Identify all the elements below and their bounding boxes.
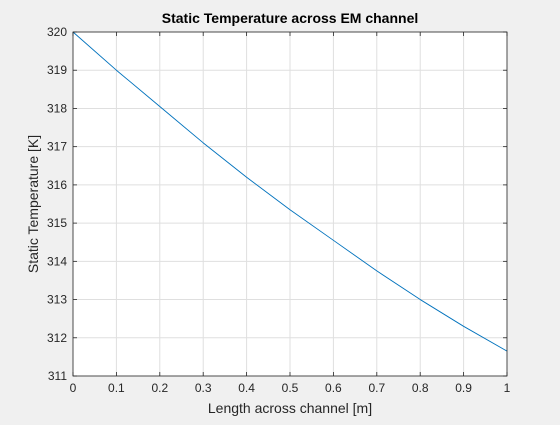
y-tick-label: 320 bbox=[47, 25, 67, 39]
x-tick-label: 0 bbox=[70, 381, 77, 395]
chart-title: Static Temperature across EM channel bbox=[162, 10, 419, 26]
series-line bbox=[72, 31, 508, 352]
x-tick-label: 0.3 bbox=[195, 381, 212, 395]
x-tick-label: 0.1 bbox=[108, 381, 125, 395]
y-tick-label: 311 bbox=[48, 369, 67, 383]
y-tick-label: 312 bbox=[47, 331, 67, 345]
y-axis-ticks: 311 312 313 314 315 316 317 318 319 320 bbox=[47, 25, 507, 383]
x-tick-label: 0.9 bbox=[455, 381, 472, 395]
y-tick-label: 318 bbox=[47, 101, 67, 115]
y-tick-label: 315 bbox=[47, 216, 67, 230]
y-tick-label: 313 bbox=[47, 293, 67, 307]
x-axis-label: Length across channel [m] bbox=[208, 400, 372, 416]
y-tick-label: 319 bbox=[47, 63, 67, 77]
x-tick-label: 0.5 bbox=[282, 381, 299, 395]
x-tick-label: 0.8 bbox=[412, 381, 429, 395]
y-tick-label: 314 bbox=[47, 254, 67, 268]
x-tick-label: 0.4 bbox=[238, 381, 255, 395]
y-axis-label: Static Temperature [K] bbox=[25, 135, 41, 273]
x-tick-label: 0.2 bbox=[151, 381, 168, 395]
x-tick-label: 0.6 bbox=[325, 381, 342, 395]
series-layer bbox=[72, 31, 508, 352]
y-tick-label: 316 bbox=[47, 178, 67, 192]
x-axis-ticks: 0 0.1 0.2 0.3 0.4 0.5 0.6 0.7 0.8 0.9 1 bbox=[70, 32, 511, 395]
x-tick-label: 1 bbox=[504, 381, 511, 395]
y-tick-label: 317 bbox=[47, 140, 67, 154]
x-tick-label: 0.7 bbox=[368, 381, 385, 395]
